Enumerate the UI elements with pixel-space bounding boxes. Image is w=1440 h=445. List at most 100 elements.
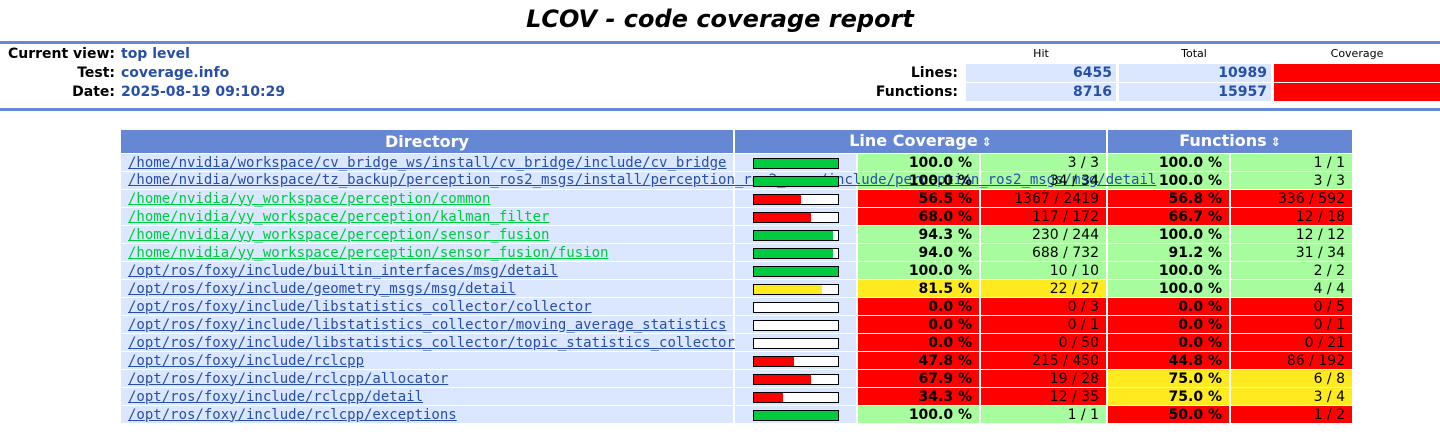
- coverage-bar-fill: [754, 375, 812, 384]
- line-coverage-count: 10 / 10: [981, 262, 1106, 280]
- coverage-bar-cell: [735, 352, 856, 370]
- summary-col-coverage: Coverage: [1330, 47, 1384, 60]
- current-view-label: Current view:: [7, 46, 115, 62]
- function-coverage-count: 0 / 21: [1231, 334, 1352, 352]
- summary-functions-total: 15957: [1119, 83, 1271, 101]
- summary-lines-total: 10989: [1119, 64, 1271, 82]
- coverage-bar: [753, 392, 839, 403]
- sort-icon[interactable]: ⇕: [981, 135, 992, 149]
- function-coverage-percent: 100.0 %: [1108, 262, 1229, 280]
- directory-link[interactable]: /opt/ros/foxy/include/rclcpp/exceptions: [128, 406, 457, 423]
- coverage-bar-fill: [754, 195, 802, 204]
- function-coverage-percent: 100.0 %: [1108, 154, 1229, 172]
- directory-link[interactable]: /opt/ros/foxy/include/rclcpp/detail: [128, 388, 424, 405]
- coverage-bar-fill: [754, 393, 783, 402]
- directory-cell: /home/nvidia/yy_workspace/perception/kal…: [121, 208, 733, 226]
- directory-link[interactable]: /home/nvidia/yy_workspace/perception/sen…: [128, 226, 550, 243]
- line-coverage-percent: 81.5 %: [858, 280, 979, 298]
- coverage-bar-fill: [754, 177, 838, 186]
- function-coverage-count: 12 / 18: [1231, 208, 1352, 226]
- directory-cell: /home/nvidia/yy_workspace/perception/com…: [121, 190, 733, 208]
- line-coverage-percent: 0.0 %: [858, 316, 979, 334]
- sort-icon[interactable]: ⇕: [1270, 135, 1281, 149]
- directory-link[interactable]: /home/nvidia/yy_workspace/perception/sen…: [128, 244, 609, 261]
- directory-link[interactable]: /home/nvidia/workspace/tz_backup/percept…: [128, 172, 1157, 188]
- table-row: /home/nvidia/yy_workspace/perception/kal…: [121, 208, 1352, 226]
- coverage-bar-cell: [735, 154, 856, 172]
- coverage-bar-cell: [735, 388, 856, 406]
- table-row: /opt/ros/foxy/include/libstatistics_coll…: [121, 298, 1352, 316]
- test-label: Test:: [77, 65, 115, 81]
- table-row: /opt/ros/foxy/include/rclcpp 47.8 % 215 / …: [121, 352, 1352, 370]
- directory-cell: /home/nvidia/workspace/tz_backup/percept…: [121, 172, 1156, 190]
- function-coverage-count: 3 / 3: [1231, 172, 1352, 190]
- directory-link[interactable]: /opt/ros/foxy/include/geometry_msgs/msg/…: [128, 280, 516, 297]
- summary-col-hit: Hit: [1033, 47, 1049, 60]
- line-coverage-count: 34 / 34: [981, 172, 1106, 190]
- directory-cell: /opt/ros/foxy/include/libstatistics_coll…: [121, 316, 733, 334]
- line-coverage-count: 19 / 28: [981, 370, 1106, 388]
- coverage-bar-cell: [735, 334, 856, 352]
- coverage-bar-fill: [754, 231, 834, 240]
- line-coverage-count: 117 / 172: [981, 208, 1106, 226]
- table-row: /opt/ros/foxy/include/rclcpp/detail 34.3 …: [121, 388, 1352, 406]
- directory-link[interactable]: /opt/ros/foxy/include/rclcpp: [128, 352, 365, 369]
- function-coverage-count: 1 / 1: [1231, 154, 1352, 172]
- directory-cell: /opt/ros/foxy/include/rclcpp/allocator: [121, 370, 733, 388]
- directory-cell: /opt/ros/foxy/include/libstatistics_coll…: [121, 298, 733, 316]
- function-coverage-percent: 50.0 %: [1108, 406, 1229, 424]
- directory-link[interactable]: /opt/ros/foxy/include/libstatistics_coll…: [128, 334, 735, 351]
- line-coverage-count: 0 / 50: [981, 334, 1106, 352]
- directory-cell: /opt/ros/foxy/include/geometry_msgs/msg/…: [121, 280, 733, 298]
- line-coverage-count: 1367 / 2419: [981, 190, 1106, 208]
- coverage-bar-cell: [735, 226, 856, 244]
- line-coverage-percent: 56.5 %: [858, 190, 979, 208]
- directory-link[interactable]: /home/nvidia/workspace/cv_bridge_ws/inst…: [128, 154, 727, 171]
- function-coverage-percent: 75.0 %: [1108, 388, 1229, 406]
- line-coverage-count: 1 / 1: [981, 406, 1106, 424]
- coverage-bar-cell: [735, 370, 856, 388]
- column-header-directory: Directory: [121, 130, 733, 154]
- coverage-bar: [753, 194, 839, 205]
- function-coverage-percent: 75.0 %: [1108, 370, 1229, 388]
- coverage-bar-fill: [754, 159, 838, 168]
- coverage-bar: [753, 230, 839, 241]
- function-coverage-count: 336 / 592: [1231, 190, 1352, 208]
- line-coverage-count: 12 / 35: [981, 388, 1106, 406]
- summary-lines-coverage: [1274, 64, 1440, 82]
- line-coverage-count: 215 / 450: [981, 352, 1106, 370]
- function-coverage-count: 0 / 5: [1231, 298, 1352, 316]
- summary-lines-label: Lines:: [910, 65, 958, 81]
- function-coverage-count: 4 / 4: [1231, 280, 1352, 298]
- line-coverage-percent: 0.0 %: [858, 298, 979, 316]
- line-coverage-percent: 47.8 %: [858, 352, 979, 370]
- directory-link[interactable]: /home/nvidia/yy_workspace/perception/kal…: [128, 208, 550, 225]
- directory-link[interactable]: /opt/ros/foxy/include/rclcpp/allocator: [128, 370, 449, 387]
- column-header-functions[interactable]: Functions ⇕: [1108, 130, 1352, 154]
- directory-link[interactable]: /home/nvidia/yy_workspace/perception/com…: [128, 190, 491, 207]
- line-coverage-percent: 34.3 %: [858, 388, 979, 406]
- function-coverage-count: 31 / 34: [1231, 244, 1352, 262]
- coverage-bar: [753, 338, 839, 349]
- coverage-bar-fill: [754, 213, 812, 222]
- directory-link[interactable]: /opt/ros/foxy/include/libstatistics_coll…: [128, 298, 592, 315]
- line-coverage-count: 0 / 1: [981, 316, 1106, 334]
- line-coverage-percent: 100.0 %: [858, 406, 979, 424]
- directory-cell: /home/nvidia/yy_workspace/perception/sen…: [121, 226, 733, 244]
- directory-link[interactable]: /opt/ros/foxy/include/libstatistics_coll…: [128, 316, 727, 333]
- coverage-bar: [753, 158, 839, 169]
- coverage-bar-cell: [735, 262, 856, 280]
- line-coverage-count: 3 / 3: [981, 154, 1106, 172]
- directory-cell: /opt/ros/foxy/include/builtin_interfaces…: [121, 262, 733, 280]
- table-row: /opt/ros/foxy/include/builtin_interfaces…: [121, 262, 1352, 280]
- coverage-bar-cell: [735, 316, 856, 334]
- function-coverage-count: 1 / 2: [1231, 406, 1352, 424]
- column-header-line-coverage[interactable]: Line Coverage ⇕: [735, 130, 1106, 154]
- directory-link[interactable]: /opt/ros/foxy/include/builtin_interfaces…: [128, 262, 558, 279]
- function-coverage-count: 0 / 1: [1231, 316, 1352, 334]
- coverage-bar: [753, 176, 839, 187]
- coverage-bar-fill: [754, 267, 838, 276]
- line-coverage-percent: 94.3 %: [858, 226, 979, 244]
- coverage-table: Directory Line Coverage ⇕ Functions ⇕ /hom…: [119, 130, 1354, 424]
- line-coverage-count: 22 / 27: [981, 280, 1106, 298]
